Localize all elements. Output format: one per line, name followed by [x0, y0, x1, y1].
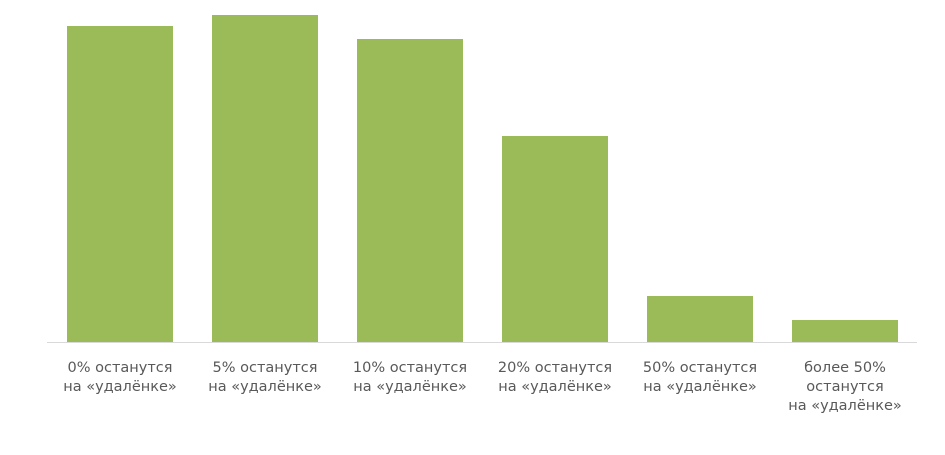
x-tick-label: 10% останутся на «удалёнке»	[352, 360, 468, 395]
bar	[67, 26, 173, 342]
x-tick-label: 50% останутся на «удалёнке»	[642, 360, 758, 395]
x-axis	[47, 342, 917, 343]
x-tick-label: 20% останутся на «удалёнке»	[497, 360, 613, 395]
bar	[647, 296, 753, 342]
bar	[792, 320, 898, 342]
x-tick-label: 0% останутся на «удалёнке»	[63, 360, 177, 395]
x-tick-label: 5% останутся на «удалёнке»	[208, 360, 322, 395]
bar	[357, 39, 463, 342]
bar	[212, 15, 318, 342]
x-tick-label: более 50% останутся на «удалёнке»	[788, 360, 902, 414]
bar	[502, 136, 608, 342]
